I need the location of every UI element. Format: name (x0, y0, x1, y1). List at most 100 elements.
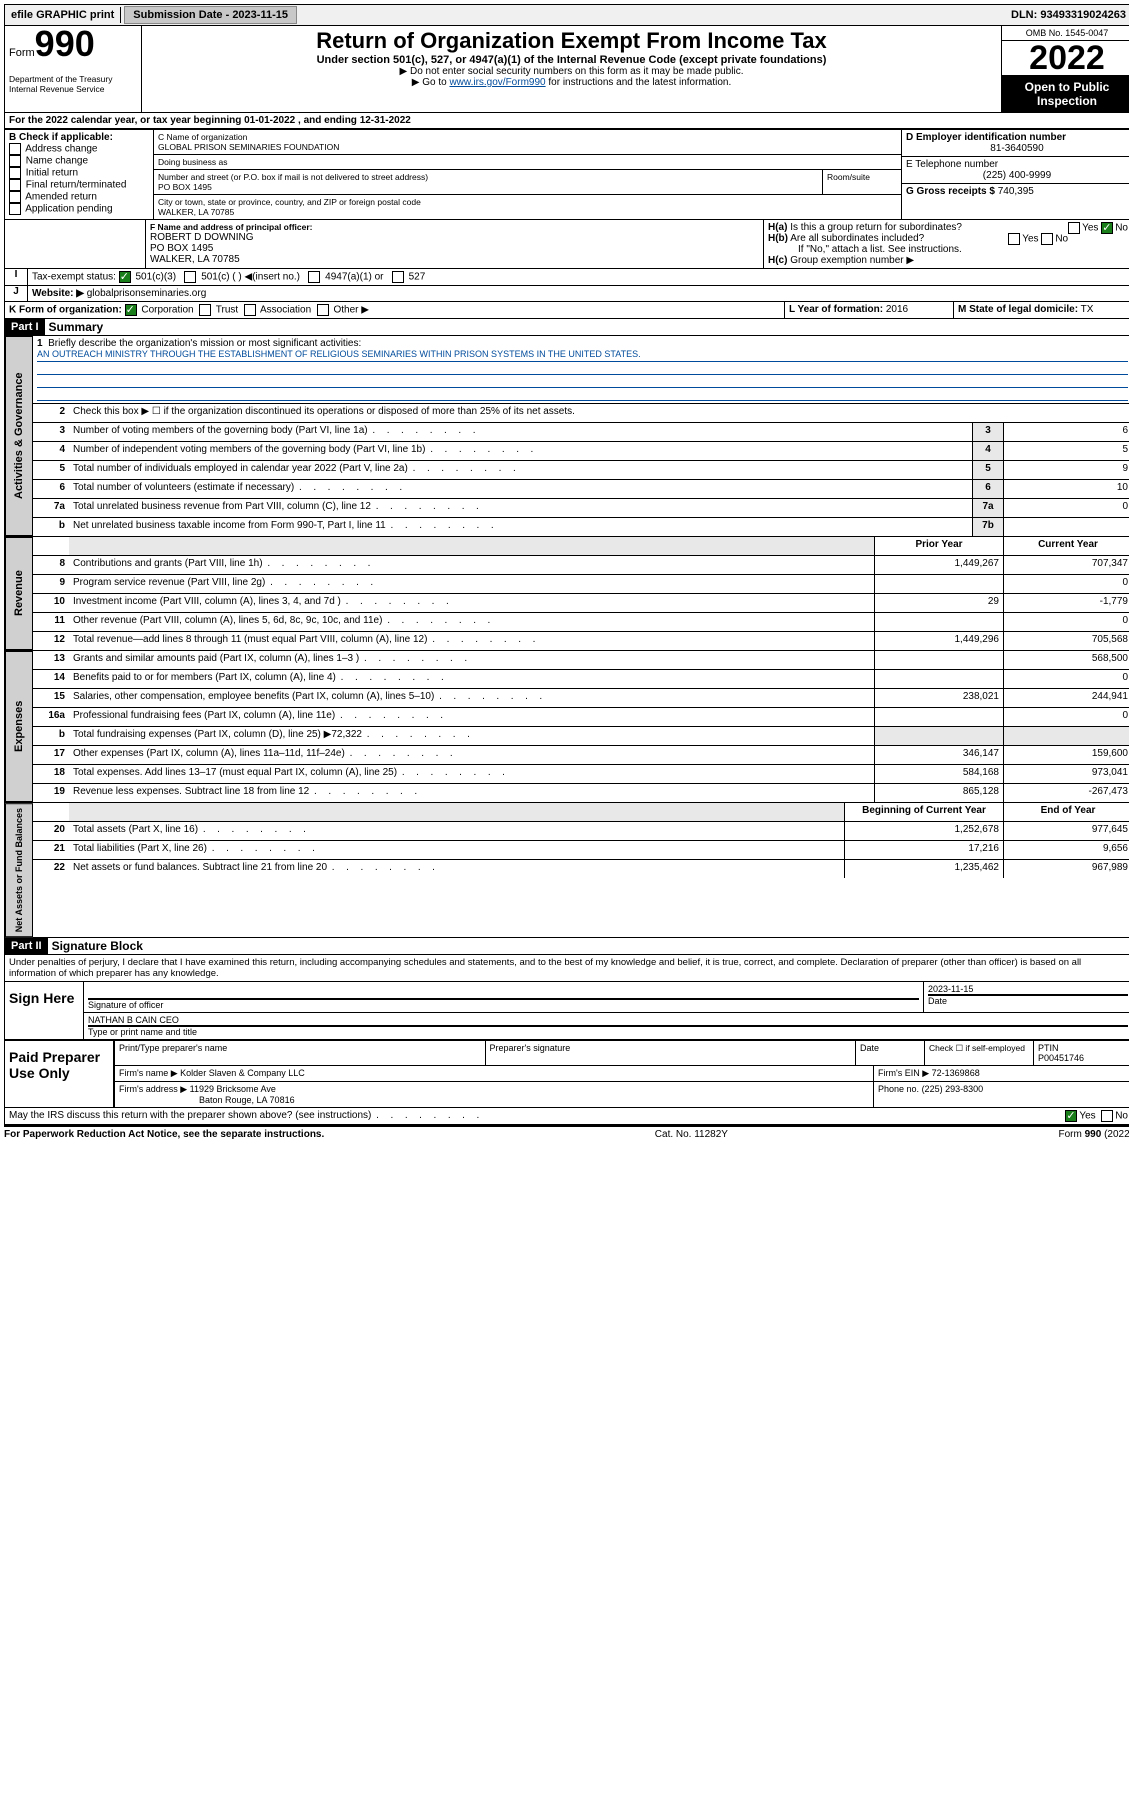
line-text: Number of independent voting members of … (69, 442, 972, 460)
l2-text: Check this box ▶ ☐ if the organization d… (69, 404, 1129, 422)
line-value (1003, 518, 1129, 536)
current-value: 0 (1003, 670, 1129, 688)
line-m: M State of legal domicile: TX (954, 302, 1129, 318)
line-l: L Year of formation: 2016 (785, 302, 954, 318)
col-prior: Prior Year (874, 537, 1003, 555)
addr-label: Number and street (or P.O. box if mail i… (158, 172, 428, 182)
line-text: Number of voting members of the governin… (69, 423, 972, 441)
line-box: 7b (972, 518, 1003, 536)
vtab-netassets: Net Assets or Fund Balances (5, 803, 33, 937)
addr-value: PO BOX 1495 (158, 182, 212, 192)
preparer-sig-label: Preparer's signature (485, 1041, 856, 1065)
efile-label: efile GRAPHIC print (5, 7, 121, 23)
line-value: 5 (1003, 442, 1129, 460)
spacer-bf (5, 220, 146, 268)
prior-value: 346,147 (874, 746, 1003, 764)
line-box: 4 (972, 442, 1003, 460)
box-b-option-checkbox[interactable] (9, 143, 21, 155)
prior-value: 1,449,267 (874, 556, 1003, 574)
form990-link[interactable]: www.irs.gov/Form990 (449, 77, 545, 88)
submission-date-button[interactable]: Submission Date - 2023-11-15 (124, 6, 297, 24)
trust-checkbox[interactable] (199, 304, 211, 316)
summary-line: 13Grants and similar amounts paid (Part … (33, 651, 1129, 670)
box-b-option-checkbox[interactable] (9, 203, 21, 215)
vtab-revenue: Revenue (5, 537, 33, 650)
line-text: Net assets or fund balances. Subtract li… (69, 860, 844, 878)
summary-line: 7aTotal unrelated business revenue from … (33, 499, 1129, 518)
501c-checkbox[interactable] (184, 271, 196, 283)
line-box: 3 (972, 423, 1003, 441)
firm-ein-value: 72-1369868 (932, 1068, 980, 1078)
prior-value (874, 651, 1003, 669)
ha-no-checkbox[interactable] (1101, 222, 1113, 234)
gross-label: G Gross receipts $ (906, 186, 995, 197)
line-text: Grants and similar amounts paid (Part IX… (69, 651, 874, 669)
cat-no: Cat. No. 11282Y (655, 1129, 728, 1140)
box-b-title: B Check if applicable: (9, 132, 149, 143)
current-value: 9,656 (1003, 841, 1129, 859)
current-value: 159,600 (1003, 746, 1129, 764)
current-value: -267,473 (1003, 784, 1129, 802)
line-text: Program service revenue (Part VIII, line… (69, 575, 874, 593)
officer-name: ROBERT D DOWNING (150, 232, 759, 243)
room-label: Room/suite (823, 170, 901, 195)
box-b-option: Final return/terminated (9, 179, 149, 191)
phone-value: (225) 400-9999 (906, 170, 1128, 181)
other-checkbox[interactable] (317, 304, 329, 316)
footer-row: For Paperwork Reduction Act Notice, see … (4, 1127, 1129, 1142)
box-c: C Name of organizationGLOBAL PRISON SEMI… (154, 130, 902, 219)
hb-no-checkbox[interactable] (1041, 233, 1053, 245)
prior-value (874, 613, 1003, 631)
instr2-post: for instructions and the latest informat… (546, 77, 732, 88)
tax-status-label: Tax-exempt status: (32, 272, 116, 283)
line-text: Contributions and grants (Part VIII, lin… (69, 556, 874, 574)
part2-header: Part II (5, 938, 48, 954)
discuss-no-checkbox[interactable] (1101, 1110, 1113, 1122)
501c3-checkbox[interactable] (119, 271, 131, 283)
4947-checkbox[interactable] (308, 271, 320, 283)
penalty-text: Under penalties of perjury, I declare th… (4, 955, 1129, 982)
city-value: WALKER, LA 70785 (158, 207, 234, 217)
discuss-yes-checkbox[interactable] (1065, 1110, 1077, 1122)
col-current: Current Year (1003, 537, 1129, 555)
box-b-option-checkbox[interactable] (9, 179, 21, 191)
ha-text: Is this a group return for subordinates? (790, 222, 962, 233)
box-b-option-checkbox[interactable] (9, 155, 21, 167)
vtab-expenses: Expenses (5, 651, 33, 802)
firm-ein-label: Firm's EIN ▶ (878, 1068, 929, 1078)
box-b: B Check if applicable: Address change Na… (5, 130, 154, 219)
phone-label: E Telephone number (906, 159, 998, 170)
summary-line: 20Total assets (Part X, line 16)1,252,67… (33, 822, 1129, 841)
ha-yes-checkbox[interactable] (1068, 222, 1080, 234)
line-text: Total unrelated business revenue from Pa… (69, 499, 972, 517)
officer-addr1: PO BOX 1495 (150, 243, 759, 254)
hb-yes-checkbox[interactable] (1008, 233, 1020, 245)
summary-line: 19Revenue less expenses. Subtract line 1… (33, 784, 1129, 802)
summary-line: 9Program service revenue (Part VIII, lin… (33, 575, 1129, 594)
line-text: Total revenue—add lines 8 through 11 (mu… (69, 632, 874, 650)
self-employed-check[interactable]: Check ☐ if self-employed (924, 1041, 1033, 1065)
current-value: -1,779 (1003, 594, 1129, 612)
line-text: Salaries, other compensation, employee b… (69, 689, 874, 707)
domicile-label: M State of legal domicile: (958, 304, 1078, 315)
corp-checkbox[interactable] (125, 304, 137, 316)
vtab-activities: Activities & Governance (5, 336, 33, 536)
form-ref: Form 990 (2022) (1059, 1129, 1129, 1140)
527-checkbox[interactable] (392, 271, 404, 283)
box-b-option-checkbox[interactable] (9, 167, 21, 179)
website-label: Website: ▶ (32, 288, 84, 299)
summary-line: 18Total expenses. Add lines 13–17 (must … (33, 765, 1129, 784)
current-value: 0 (1003, 613, 1129, 631)
box-b-option-checkbox[interactable] (9, 191, 21, 203)
form-header: Form990 Department of the Treasury Inter… (4, 26, 1129, 113)
officer-addr2: WALKER, LA 70785 (150, 254, 759, 265)
current-value: 705,568 (1003, 632, 1129, 650)
prior-value: 1,252,678 (844, 822, 1003, 840)
mission-blank2 (37, 375, 1128, 388)
line-text: Benefits paid to or for members (Part IX… (69, 670, 874, 688)
instr2-pre: Go to (422, 77, 449, 88)
line-text: Revenue less expenses. Subtract line 18 … (69, 784, 874, 802)
dba-label: Doing business as (158, 157, 227, 167)
assoc-checkbox[interactable] (244, 304, 256, 316)
ptin-label: PTIN (1038, 1043, 1059, 1053)
